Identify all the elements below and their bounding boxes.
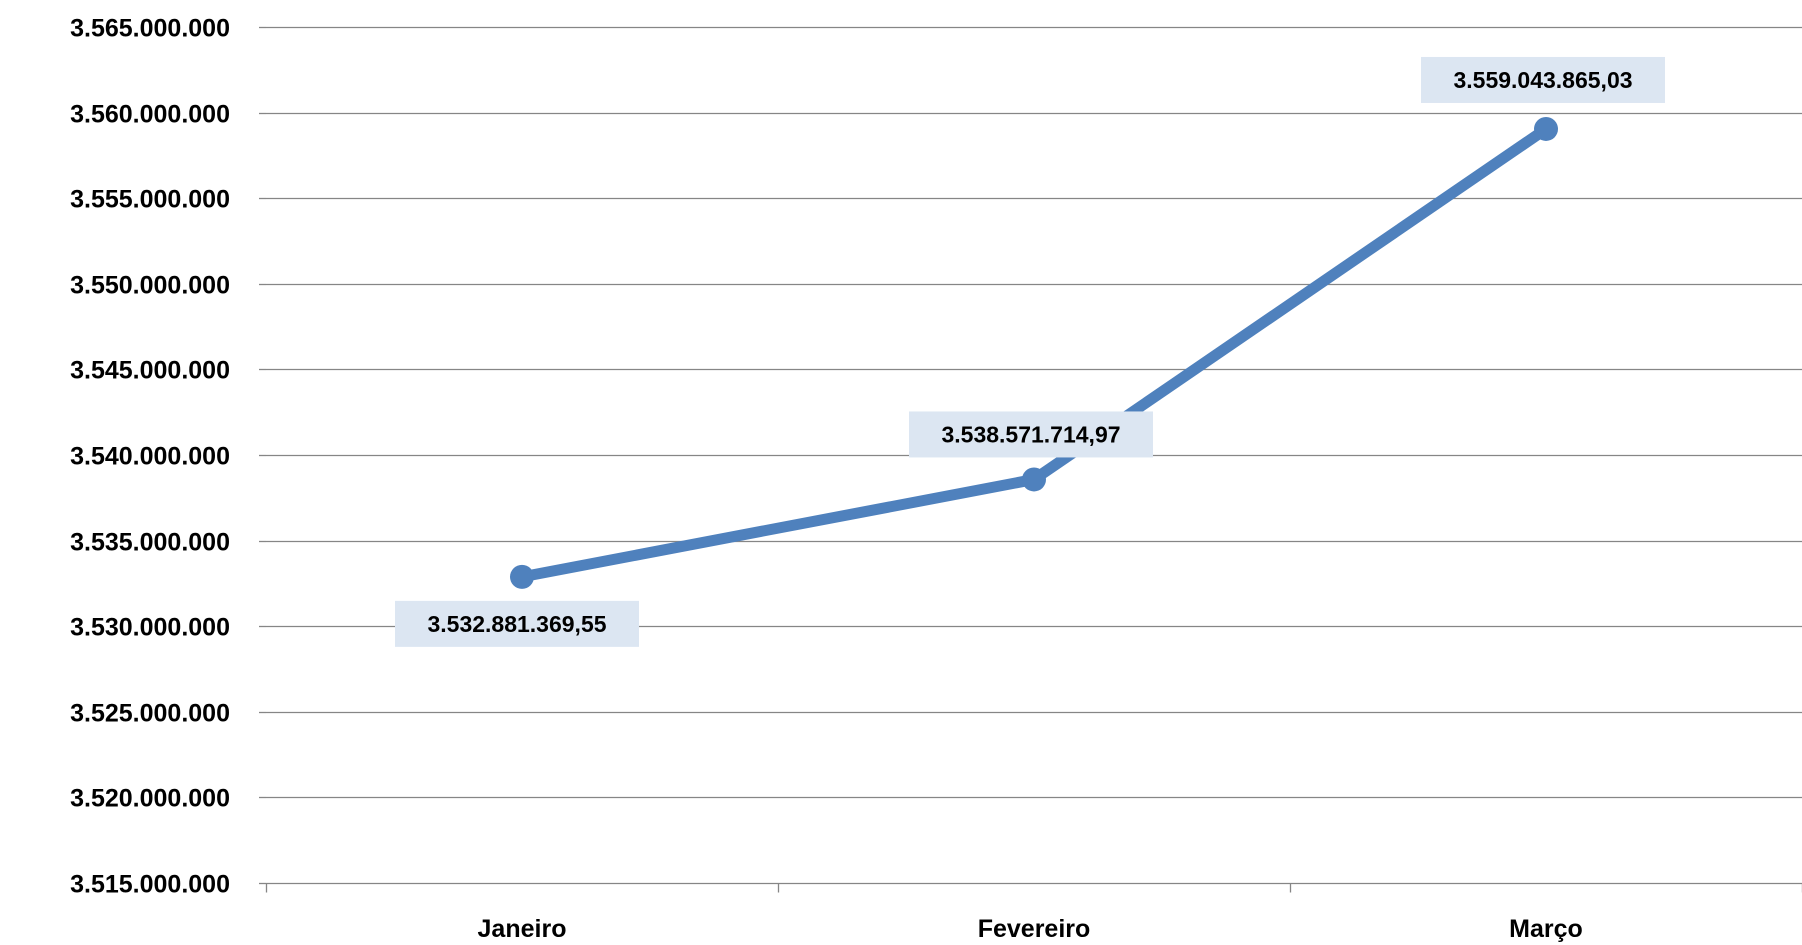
data-labels: 3.532.881.369,55 3.538.571.714,97 3.559.04… (395, 56, 1665, 647)
y-tick-label: 3.550.000.000 (70, 272, 230, 300)
data-label: 3.532.881.369,55 (427, 611, 606, 637)
x-tick-label: Janeiro (478, 915, 567, 943)
y-tick-label: 3.520.000.000 (70, 785, 230, 813)
y-tick-label: 3.530.000.000 (70, 614, 230, 642)
y-tick-label: 3.555.000.000 (70, 186, 230, 214)
y-tick-label: 3.565.000.000 (70, 15, 230, 43)
data-point-marker (510, 564, 534, 589)
x-tick-label: Março (1509, 915, 1583, 943)
data-label-box (1421, 56, 1665, 103)
axes: 3.515.000.000 3.520.000.000 3.525.000.000 3… (70, 15, 1802, 943)
data-label-box (395, 600, 639, 647)
series-line (516, 123, 1552, 583)
series-line-layer (510, 116, 1558, 589)
y-tick-label: 3.525.000.000 (70, 700, 230, 728)
data-label: 3.559.043.865,03 (1453, 67, 1632, 93)
y-tick-label: 3.515.000.000 (70, 871, 230, 899)
y-tick-label: 3.545.000.000 (70, 357, 230, 385)
y-tick-label: 3.535.000.000 (70, 529, 230, 557)
data-point-marker (1534, 116, 1558, 141)
data-label: 3.538.571.714,97 (941, 421, 1120, 447)
data-label-box (909, 411, 1153, 458)
x-tick-label: Fevereiro (978, 915, 1091, 943)
y-tick-label: 3.560.000.000 (70, 101, 230, 129)
y-tick-label: 3.540.000.000 (70, 443, 230, 471)
data-point-marker (1022, 467, 1046, 492)
